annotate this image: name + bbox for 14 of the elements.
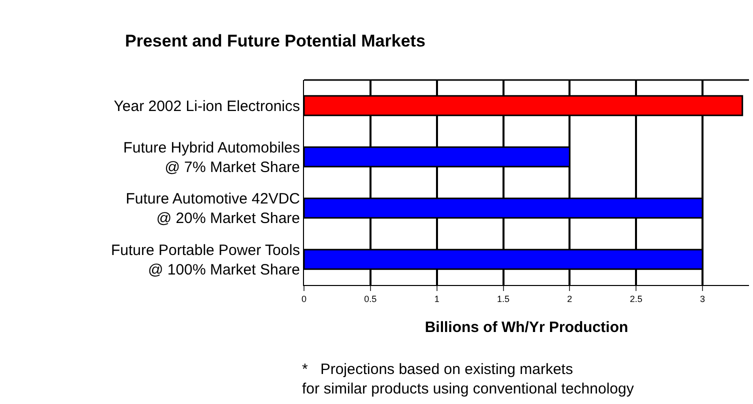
chart-title: Present and Future Potential Markets xyxy=(125,31,426,50)
x-tick-label: 3 xyxy=(700,294,706,304)
y-tick-label: Year 2002 Li-ion Electronics xyxy=(114,98,300,115)
x-tick-label: 0 xyxy=(301,294,307,304)
x-tick-label: 0.5 xyxy=(364,294,377,304)
x-tick-label: 2 xyxy=(567,294,572,304)
x-tick-label: 1 xyxy=(434,294,440,304)
x-tick-label: 1.5 xyxy=(496,294,510,304)
y-tick-label: Future Automotive 42VDC @ 20% Market Share xyxy=(126,190,300,228)
text: * Projections based on existing markets for similar products using conventional technology xyxy=(302,361,634,398)
y-tick-label: Future Hybrid Automobiles @ 7% Market Share xyxy=(123,139,300,176)
x-tick-label: 2.5 xyxy=(630,294,642,304)
y-tick-label: Future Portable Power Tools @ 100% Market Share xyxy=(111,242,300,278)
x-axis-title: Billions of Wh/Yr Production xyxy=(424,318,628,336)
